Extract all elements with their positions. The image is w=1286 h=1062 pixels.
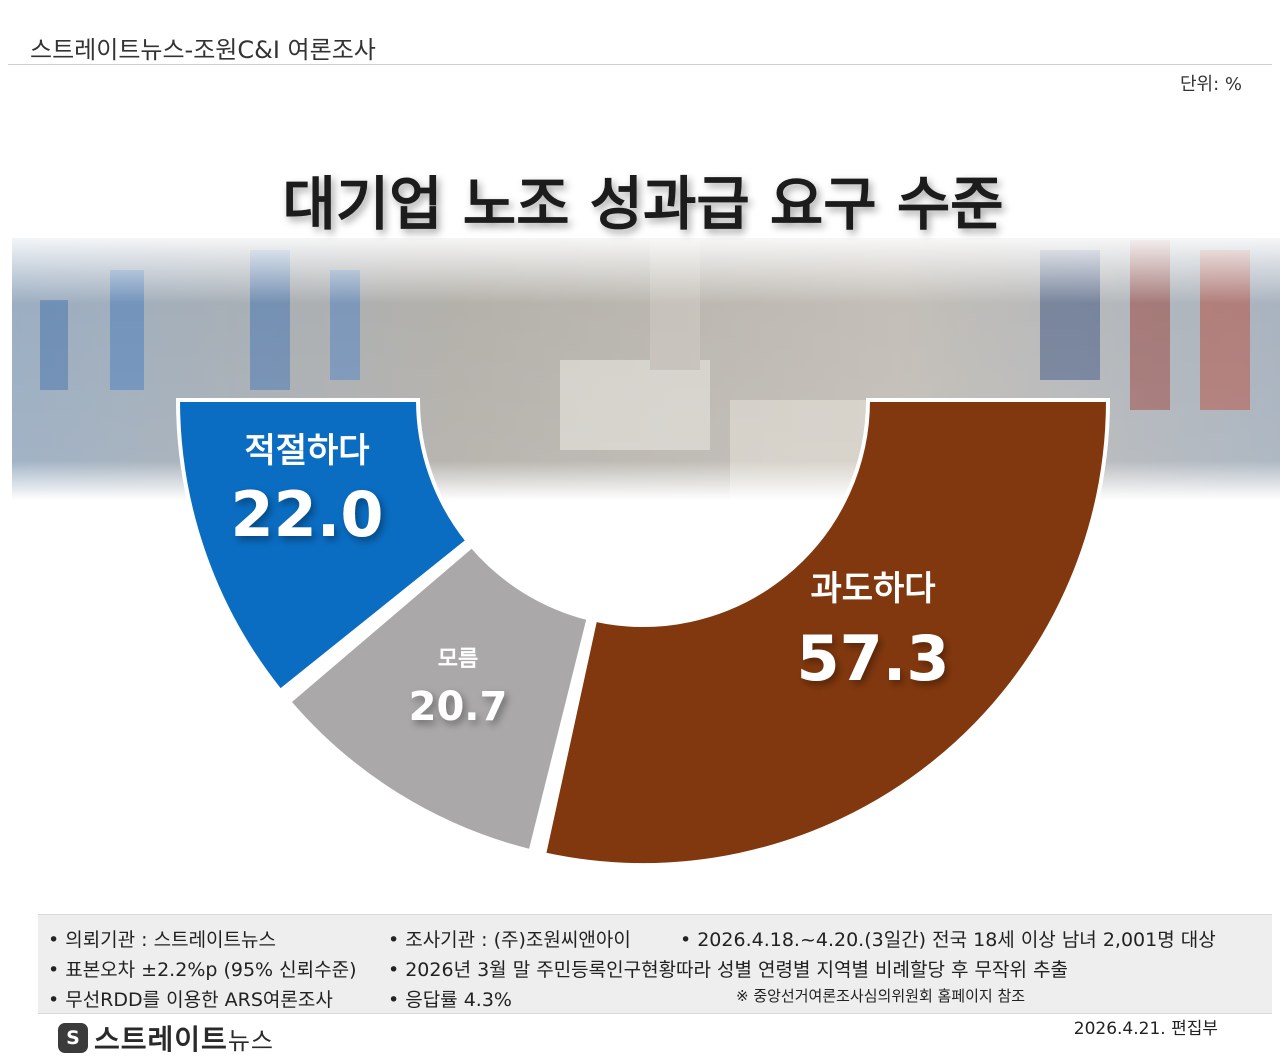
survey-note: • 조사기관 : (주)조원씨앤아이 xyxy=(388,929,631,951)
header-title: 스트레이트뉴스-조원C&I 여론조사 xyxy=(30,36,376,64)
donut-slice-1 xyxy=(175,398,471,694)
slice-value: 20.7 xyxy=(409,684,508,730)
survey-note: • 표본오차 ±2.2%p (95% 신뢰수준) xyxy=(48,959,357,981)
brand-logo: S 스트레이트뉴스 xyxy=(58,1018,274,1058)
survey-note: • 무선RDD를 이용한 ARS여론조사 xyxy=(48,989,333,1011)
donut-slices xyxy=(175,398,1111,867)
donut-slice-3 xyxy=(541,398,1111,867)
survey-note: • 2026.4.18.~4.20.(3일간) 전국 18세 이상 남녀 2,00… xyxy=(680,929,1216,951)
survey-note: • 2026년 3월 말 주민등록인구현황따라 성별 연령별 지역별 비례할당 후… xyxy=(388,959,1068,981)
slice-label: 적절하다 xyxy=(244,431,369,471)
survey-info-box: • 의뢰기관 : 스트레이트뉴스 • 조사기관 : (주)조원씨앤아이 • 2026.… xyxy=(38,914,1272,1014)
logo-text: 스트레이트뉴스 xyxy=(94,1023,274,1056)
survey-note: • 응답률 4.3% xyxy=(388,989,512,1011)
slice-value: 57.3 xyxy=(797,622,950,695)
publish-date: 2026.4.21. 편집부 xyxy=(1073,1019,1218,1039)
donut-labels: 적절하다 22.0 모름 20.7 과도하다 57.3 xyxy=(231,431,950,730)
logo-icon: S xyxy=(58,1023,88,1053)
slice-value: 22.0 xyxy=(231,478,384,551)
reference-note: ※ 중앙선거여론조사심의위원회 홈페이지 참조 xyxy=(736,987,1026,1005)
slice-label: 과도하다 xyxy=(810,569,935,609)
chart-title: 대기업 노조 성과급 요구 수준 xyxy=(282,170,1003,238)
unit-label: 단위: % xyxy=(1179,74,1242,95)
donut-chart: 적절하다 22.0 모름 20.7 과도하다 57.3 대기업 노조 성과급 요구 수준 xyxy=(12,170,1280,867)
header-divider xyxy=(8,64,1272,65)
slice-label: 모름 xyxy=(438,647,478,672)
survey-note: • 의뢰기관 : 스트레이트뉴스 xyxy=(48,929,276,951)
donut-slice-2 xyxy=(286,543,591,854)
